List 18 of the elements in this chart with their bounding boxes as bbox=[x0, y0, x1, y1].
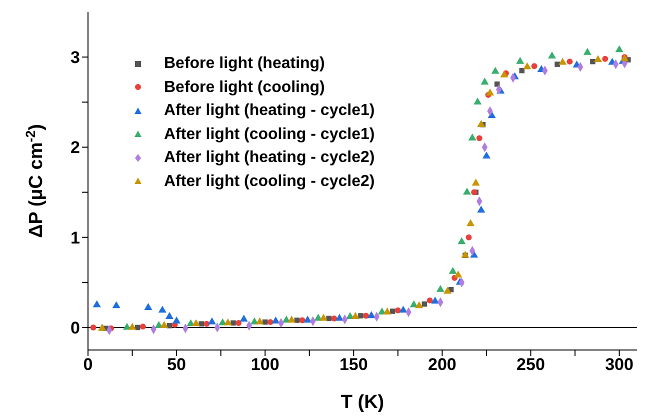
x-axis-title: T (K) bbox=[340, 392, 384, 413]
x-tick-label: 0 bbox=[83, 355, 93, 374]
x-tick-label: 150 bbox=[339, 355, 368, 374]
x-tick-label: 250 bbox=[516, 355, 545, 374]
y-tick-label: 0 bbox=[70, 318, 80, 338]
legend-label: Before light (cooling) bbox=[164, 78, 325, 98]
x-tick-label: 300 bbox=[605, 355, 634, 374]
legend-label: After light (cooling - cycle2) bbox=[164, 172, 375, 192]
legend-label: After light (heating - cycle1) bbox=[164, 101, 375, 121]
x-tick-label: 100 bbox=[250, 355, 280, 374]
y-tick-label: 2 bbox=[70, 138, 80, 158]
legend-label: Before light (heating) bbox=[164, 54, 325, 74]
x-tick-label: 50 bbox=[167, 355, 186, 374]
x-tick-label: 200 bbox=[428, 355, 456, 374]
legend-label: After light (heating - cycle2) bbox=[164, 148, 375, 168]
y-tick-label: 3 bbox=[70, 48, 80, 68]
y-tick-label: 1 bbox=[70, 228, 80, 248]
legend-label: After light (cooling - cycle1) bbox=[164, 124, 375, 144]
